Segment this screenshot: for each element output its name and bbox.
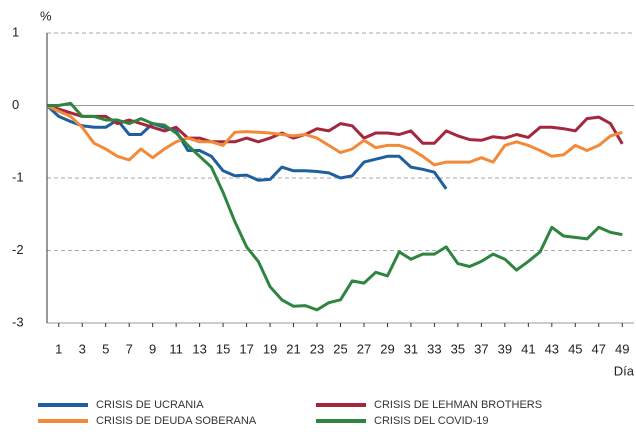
x-tick-label: 1 — [55, 341, 62, 356]
x-tick-label: 43 — [545, 341, 559, 356]
x-tick-label: 33 — [427, 341, 441, 356]
x-tick-label: 49 — [615, 341, 629, 356]
y-axis-label: % — [40, 8, 52, 23]
x-tick-label: 29 — [380, 341, 394, 356]
series-line — [46, 104, 623, 167]
x-tick-label: 7 — [126, 341, 133, 356]
x-tick-label: 47 — [592, 341, 606, 356]
x-tick-label: 37 — [474, 341, 488, 356]
x-tick-label: 11 — [169, 341, 183, 356]
x-tick-label: 45 — [568, 341, 582, 356]
x-tick-label: 39 — [498, 341, 512, 356]
x-tick-label: 25 — [333, 341, 347, 356]
series-line — [47, 101, 623, 312]
x-tick-label: 13 — [192, 341, 206, 356]
y-tick-label: -2 — [12, 242, 24, 257]
x-tick-label: 27 — [357, 341, 371, 356]
x-tick-label: 41 — [521, 341, 535, 356]
x-tick-label: 3 — [79, 341, 86, 356]
x-tick-label: 15 — [216, 341, 230, 356]
y-tick-label: -3 — [12, 314, 24, 329]
x-axis-label: Día — [614, 363, 635, 378]
x-tick-label: 9 — [149, 341, 156, 356]
x-tick-label: 17 — [239, 341, 253, 356]
series-line — [46, 104, 624, 145]
x-tick-label: 31 — [404, 341, 418, 356]
legend-label: CRISIS DE LEHMAN BROTHERS — [374, 399, 542, 411]
x-tick-label: 35 — [451, 341, 465, 356]
legend-label: CRISIS DE DEUDA SOBERANA — [96, 415, 257, 427]
x-tick-label: 5 — [102, 341, 109, 356]
x-tick-label: 23 — [310, 341, 324, 356]
legend-label: CRISIS DE UCRANIA — [96, 399, 204, 411]
x-tick-label: 19 — [263, 341, 277, 356]
legend-label: CRISIS DEL COVID-19 — [374, 415, 489, 427]
y-tick-label: 0 — [12, 97, 19, 112]
y-tick-label: 1 — [12, 24, 19, 39]
y-tick-label: -1 — [12, 169, 24, 184]
x-tick-label: 21 — [286, 341, 300, 356]
